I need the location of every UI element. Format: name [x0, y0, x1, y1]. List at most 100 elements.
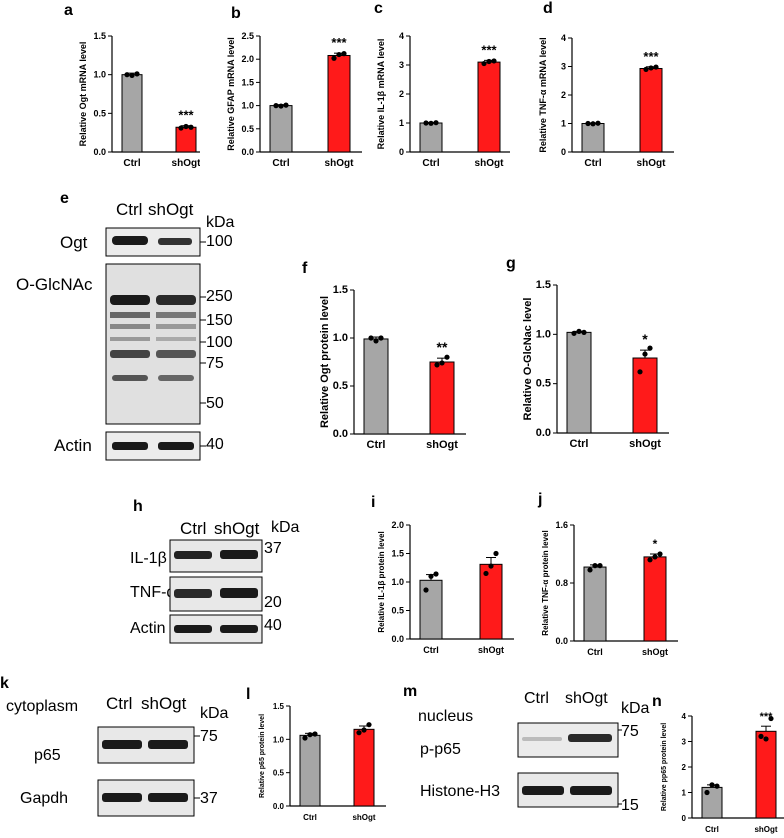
y-tick-label: 1 — [682, 789, 687, 798]
data-point — [278, 103, 284, 109]
blot-h-marker: 20 — [264, 594, 282, 611]
y-tick-label: 2 — [561, 90, 566, 100]
y-tick-label: 2.0 — [241, 54, 254, 64]
data-point — [704, 789, 710, 796]
y-axis-title: Relative O-GlcNac level — [522, 298, 534, 421]
blot-h-row-actin: Actin — [130, 620, 166, 637]
data-point — [491, 58, 497, 64]
x-tick-label: shOgt — [426, 439, 458, 451]
blot-k-row-gapdh: Gapdh — [20, 790, 69, 807]
data-point — [595, 120, 601, 126]
bar — [583, 566, 607, 642]
data-point — [653, 64, 659, 70]
x-tick-label: Ctrl — [303, 813, 317, 822]
blot-e-marker: 250 — [206, 288, 233, 305]
data-point — [481, 60, 487, 67]
x-tick-label: Ctrl — [367, 439, 386, 451]
panel-label-e: e — [60, 190, 69, 207]
y-tick-label: 0 — [399, 147, 404, 157]
y-tick-label: 0.8 — [555, 578, 568, 588]
x-tick-label: shOgt — [629, 438, 661, 450]
data-point — [709, 782, 715, 788]
x-tick-label: shOgt — [637, 158, 667, 169]
blot-k-title: cytoplasm — [6, 698, 79, 715]
chart-b: 0.0 0.5 1.0 1.5 2.0 2.5 Relative GFAP mRNA lev… — [226, 31, 362, 169]
blot-e-lane-shogt: shOgt — [148, 200, 194, 219]
y-axis-title: Relative TNF-α mRNA level — [538, 37, 548, 152]
blot-h-image — [169, 539, 263, 644]
significance-label: ** — [437, 339, 448, 355]
data-point — [637, 369, 643, 375]
y-tick-label: 0.0 — [273, 802, 285, 811]
panel-label-m: m — [403, 683, 418, 700]
panel-label-a: a — [64, 2, 73, 19]
blot-m-marker: 75 — [621, 723, 639, 740]
x-tick-label: shOgt — [642, 647, 668, 657]
x-tick-label: Ctrl — [422, 158, 439, 169]
data-point — [183, 123, 189, 130]
panel-label-c: c — [374, 0, 383, 17]
data-point — [439, 360, 445, 366]
data-point — [585, 120, 591, 127]
y-tick-label: 1.0 — [273, 735, 285, 744]
blot-e-image — [105, 227, 206, 461]
y-tick-label: 0.5 — [241, 124, 254, 134]
data-point — [336, 51, 342, 58]
x-tick-label: shOgt — [352, 813, 375, 822]
y-tick-label: 0.5 — [273, 769, 285, 778]
y-tick-label: 1.5 — [93, 31, 106, 41]
data-point — [433, 571, 439, 577]
bar — [566, 331, 592, 434]
data-point — [434, 362, 440, 368]
y-tick-label: 0.5 — [333, 380, 348, 392]
blot-h-marker: 37 — [264, 540, 282, 557]
data-point — [312, 731, 318, 737]
data-point — [444, 354, 450, 360]
data-point — [488, 563, 494, 569]
y-tick-label: 1.6 — [555, 520, 568, 530]
data-point — [428, 120, 434, 126]
y-tick-label: 1.0 — [333, 332, 348, 344]
blot-e-marker: 75 — [206, 355, 224, 372]
y-tick-label: 2.5 — [241, 31, 254, 41]
bar — [639, 67, 663, 153]
bar — [363, 338, 389, 435]
y-tick-label: 0 — [561, 147, 566, 157]
panel-label-f: f — [302, 260, 308, 277]
data-point — [307, 732, 313, 738]
blot-k-marker: 37 — [200, 790, 218, 807]
y-tick-label: 1.5 — [536, 279, 551, 291]
data-point — [124, 72, 130, 78]
bar — [299, 734, 321, 807]
bar — [269, 105, 293, 153]
blot-e-marker: 100 — [206, 233, 233, 250]
x-tick-label: Ctrl — [587, 647, 603, 657]
panel-label-i: i — [371, 494, 376, 511]
blot-h-lane-shogt: shOgt — [214, 519, 260, 538]
blot-m-lane-shogt: shOgt — [565, 690, 608, 707]
y-tick-label: 0.0 — [241, 147, 254, 157]
blot-k-unit: kDa — [200, 705, 229, 722]
significance-label: *** — [760, 711, 774, 723]
data-point — [571, 330, 577, 336]
data-point — [341, 51, 347, 57]
x-tick-label: shOgt — [475, 158, 505, 169]
y-tick-label: 4 — [399, 31, 404, 41]
x-tick-label: Ctrl — [584, 158, 601, 169]
data-point — [129, 72, 135, 79]
data-point — [647, 345, 653, 351]
y-tick-label: 1.0 — [391, 577, 404, 587]
panel-label-n: n — [652, 693, 662, 710]
significance-label: *** — [643, 49, 659, 64]
y-tick-label: 4 — [561, 33, 566, 43]
bar — [121, 74, 143, 153]
significance-label: * — [642, 331, 648, 347]
data-point — [368, 335, 374, 341]
data-point — [428, 573, 434, 579]
y-tick-label: 0.0 — [555, 636, 568, 646]
y-axis-title: Relative p65 protein level — [259, 714, 266, 798]
data-point — [763, 736, 769, 742]
x-tick-label: Ctrl — [123, 158, 140, 169]
blot-k-lane-ctrl: Ctrl — [106, 694, 133, 713]
